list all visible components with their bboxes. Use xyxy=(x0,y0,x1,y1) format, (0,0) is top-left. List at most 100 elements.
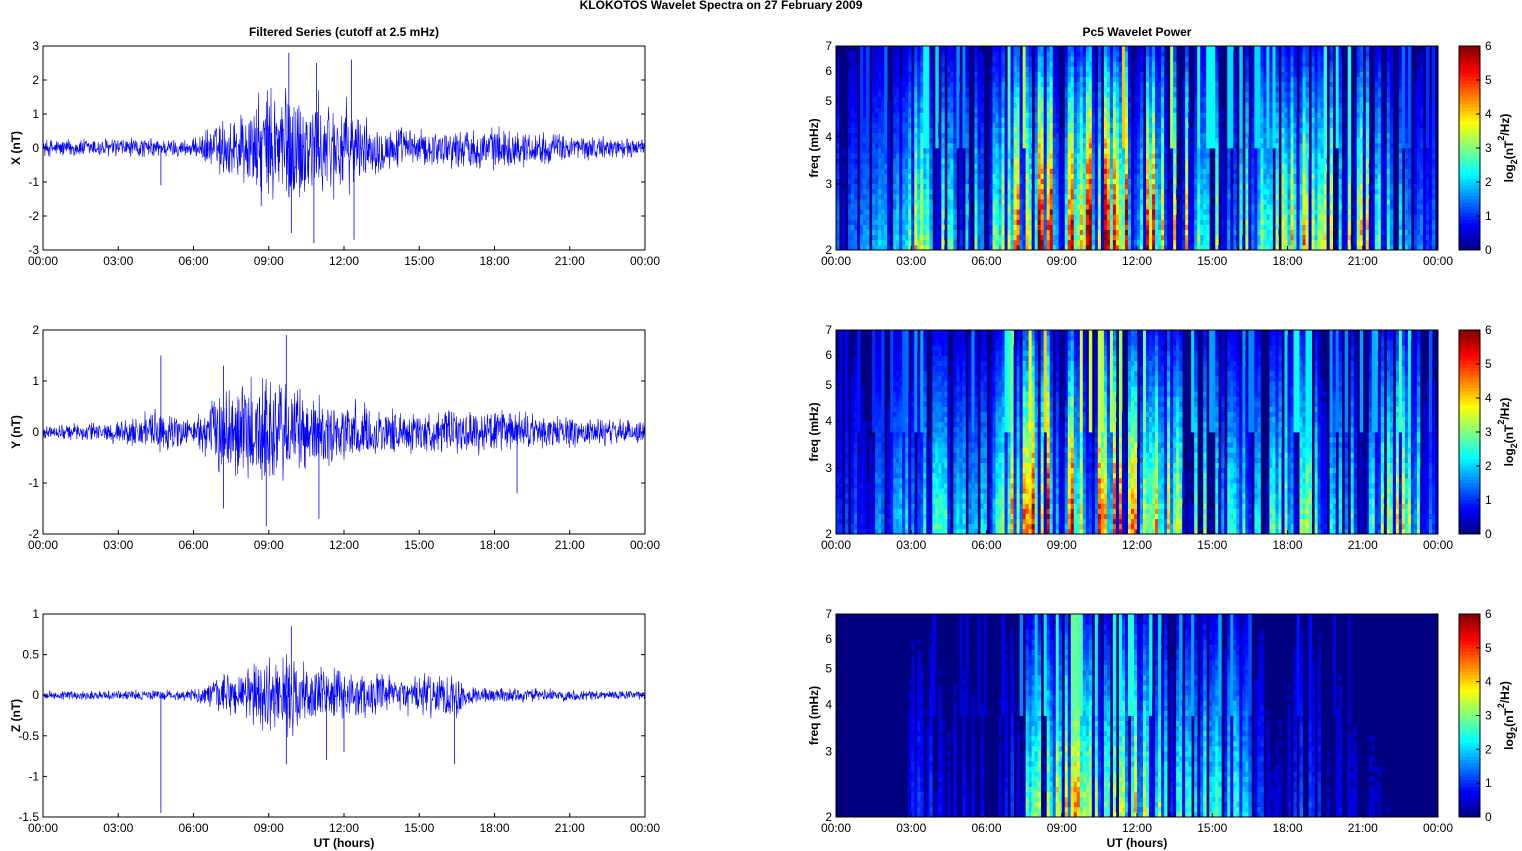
heat-x-wavelet-cell xyxy=(1137,97,1141,103)
heat-x-wavelet-cell xyxy=(962,122,966,128)
heat-x-wavelet-cell xyxy=(1275,224,1279,230)
heat-x-wavelet-cell xyxy=(1019,122,1024,128)
heat-x-wavelet-cell xyxy=(1031,188,1036,195)
heat-x-wavelet-cell xyxy=(1133,204,1138,210)
heat-x-wavelet-cell xyxy=(1161,132,1165,139)
heat-x-wavelet-cell xyxy=(908,224,912,230)
heat-x-wavelet-cell xyxy=(1088,122,1093,128)
heat-x-wavelet-cell xyxy=(866,91,870,98)
heat-x-wavelet-cell xyxy=(1085,219,1090,225)
heat-x-wavelet-cell xyxy=(1191,168,1195,174)
heat-x-wavelet-cell xyxy=(1254,204,1258,210)
heat-x-wavelet-cell xyxy=(860,153,864,159)
heat-x-wavelet-cell xyxy=(1266,76,1270,83)
heat-x-wavelet-cell xyxy=(1100,173,1105,179)
heat-x-wavelet-cell xyxy=(1161,71,1165,77)
heat-x-wavelet-cell xyxy=(1055,204,1060,210)
heat-x-wavelet-cell xyxy=(911,112,915,118)
heat-x-wavelet-cell xyxy=(1085,224,1090,230)
heat-x-wavelet-cell xyxy=(875,127,879,134)
heat-x-wavelet-cell xyxy=(941,244,945,251)
heat-x-wavelet-cell xyxy=(1127,188,1132,195)
heat-x-wavelet-cell xyxy=(1224,204,1228,210)
heat-x-wavelet-cell xyxy=(1034,163,1039,169)
heat-x-wavelet-cell xyxy=(911,204,915,210)
heat-x-wavelet-cell xyxy=(1161,214,1165,220)
heat-x-wavelet-cell xyxy=(1037,173,1042,179)
heat-x-wavelet-cell xyxy=(992,153,996,159)
heat-x-wavelet-cell xyxy=(1001,91,1005,98)
heat-x-wavelet-cell xyxy=(1158,209,1162,215)
heat-x-wavelet-cell xyxy=(1221,127,1225,134)
heat-x-wavelet-cell xyxy=(1106,173,1111,179)
heat-x-wavelet-cell xyxy=(836,148,840,154)
heat-x-wavelet-cell xyxy=(1146,142,1150,149)
heat-x-wavelet-cell xyxy=(854,224,858,230)
heat-x-wavelet-cell xyxy=(1230,61,1234,67)
heat-x-wavelet-cell xyxy=(1203,163,1207,169)
heat-x-wavelet-cell xyxy=(1182,209,1186,215)
heat-x-wavelet-cell xyxy=(905,112,909,118)
heat-x-wavelet-cell xyxy=(1140,97,1144,103)
heat-x-wavelet-cell xyxy=(1194,137,1198,144)
heat-x-wavelet-cell xyxy=(1275,102,1279,108)
heat-x-wavelet-cell xyxy=(965,76,969,83)
heat-x-wavelet-cell xyxy=(1215,127,1219,134)
heat-x-wavelet-cell xyxy=(920,153,924,159)
heat-x-wavelet-cell xyxy=(866,244,870,251)
heat-x-wavelet-cell xyxy=(1263,56,1267,62)
heat-x-wavelet-cell xyxy=(941,102,945,108)
heat-x-wavelet-cell xyxy=(950,137,954,144)
heat-x-wavelet-cell xyxy=(953,71,957,77)
heat-x-wavelet-cell xyxy=(917,76,921,83)
heat-x-wavelet-cell xyxy=(1007,81,1011,88)
heat-x-wavelet-cell xyxy=(1019,97,1024,103)
heat-x-wavelet-cell xyxy=(1100,193,1105,200)
heat-x-wavelet-cell xyxy=(1091,168,1096,174)
heat-x-wavelet-cell xyxy=(1215,178,1219,185)
heat-x-wavelet-cell xyxy=(995,61,999,67)
heat-x-wavelet-cell xyxy=(1070,112,1075,118)
heat-x-wavelet-cell xyxy=(1052,229,1057,236)
heat-x-wavelet-cell xyxy=(1263,71,1267,77)
heat-x-wavelet-cell xyxy=(860,239,864,246)
heat-x-wavelet-cell xyxy=(1082,91,1087,98)
heat-x-wavelet-cell xyxy=(1121,76,1126,83)
heat-x-wavelet-cell xyxy=(860,188,864,195)
heat-x-wavelet-cell xyxy=(1127,219,1132,225)
heat-x-wavelet-cell xyxy=(1152,86,1156,93)
heat-x-wavelet-cell xyxy=(863,102,867,108)
heat-x-wavelet-cell xyxy=(1266,56,1270,62)
heat-x-wavelet-cell xyxy=(1245,234,1249,241)
heat-x-wavelet-cell xyxy=(1146,76,1150,83)
heat-x-wavelet-cell xyxy=(875,183,879,190)
heat-x-wavelet-cell xyxy=(1137,142,1141,149)
heat-x-wavelet-cell xyxy=(836,188,840,195)
heat-x-wavelet-cell xyxy=(866,234,870,241)
heat-x-wavelet-cell xyxy=(1085,51,1090,57)
heat-x-wavelet-cell xyxy=(881,107,885,113)
heat-x-wavelet-cell xyxy=(902,173,906,179)
heat-x-wavelet-cell xyxy=(1037,97,1042,103)
heat-x-wavelet-cell xyxy=(1245,214,1249,220)
heat-x-wavelet-cell xyxy=(848,204,852,210)
heat-x-wavelet-cell xyxy=(1106,214,1111,220)
heat-x-wavelet-cell xyxy=(1158,66,1162,72)
heat-x-wavelet-cell xyxy=(1140,244,1144,251)
heat-x-wavelet-cell xyxy=(1088,244,1093,251)
heat-x-wavelet-cell xyxy=(1185,56,1189,62)
heat-x-wavelet-cell xyxy=(887,219,891,225)
heat-x-wavelet-cell xyxy=(1251,61,1255,67)
heat-x-wavelet-cell xyxy=(935,61,939,67)
heat-x-wavelet-cell xyxy=(1067,137,1072,144)
heat-x-wavelet-cell xyxy=(863,168,867,174)
heat-x-wavelet-cell xyxy=(962,61,966,67)
heat-x-wavelet-cell xyxy=(1010,117,1014,123)
heat-x-wavelet-cell xyxy=(1251,158,1255,164)
heat-x-wavelet-cell xyxy=(1236,234,1240,241)
heat-x-wavelet-cell xyxy=(923,178,927,185)
heat-x-wavelet-cell xyxy=(965,97,969,103)
heat-x-wavelet-cell xyxy=(1055,153,1060,159)
heat-x-wavelet-cell xyxy=(1146,81,1150,88)
heat-x-wavelet-cell xyxy=(914,76,918,83)
